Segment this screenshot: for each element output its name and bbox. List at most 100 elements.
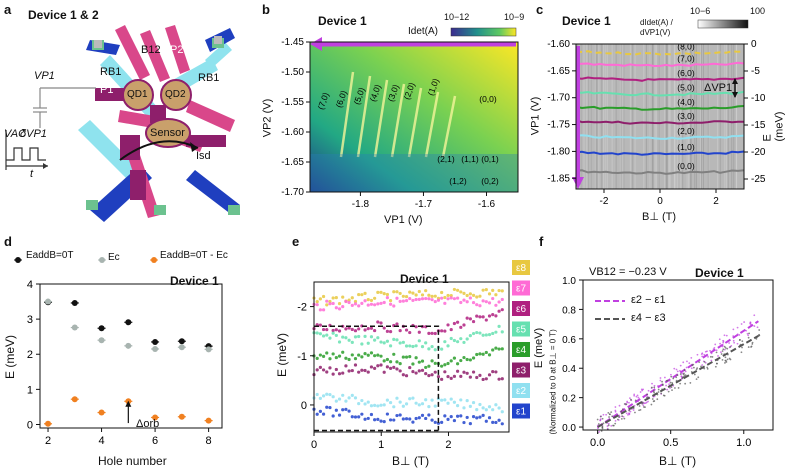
data-point [491,408,495,412]
y-tick-label: -1.55 [281,97,304,108]
data-point [497,406,501,410]
fit-line [597,335,759,428]
data-point [436,374,441,379]
panel-d-label: d [4,234,12,249]
data-point [382,341,386,345]
data-point [353,335,358,339]
data-point [334,408,338,412]
data-point [341,393,345,397]
data-point [373,403,377,407]
data-point [724,362,726,364]
panel-f-ylabel: E (meV) [533,327,546,369]
data-point [670,375,673,378]
data-point [630,398,632,401]
y-tick-label: 4 [27,279,33,291]
data-point [494,330,498,334]
data-point [729,358,732,361]
data-point [722,341,725,344]
data-point [683,369,686,371]
data-point [379,301,383,305]
data-point [446,323,450,327]
data-point [478,304,482,308]
data-point [321,354,326,358]
data-point [601,417,604,420]
y-tick-label: 0.6 [562,335,576,346]
data-point [331,414,335,418]
colorbar-b-title: Idet(A) [408,26,439,37]
data-point [408,330,412,335]
data-point [417,416,421,420]
data-point [608,416,610,418]
data-point [420,359,425,363]
data-point [475,375,479,380]
data-point [491,331,495,336]
data-point [452,356,457,360]
data-point [602,413,605,416]
data-point [385,292,389,297]
data-point [634,411,636,414]
data-point [481,299,485,303]
data-point [395,396,399,400]
data-point [350,393,354,397]
data-point [341,371,345,375]
data-point [738,334,741,336]
data-point [436,298,441,302]
data-point [404,298,409,303]
data-point [318,323,322,327]
t-label: t [30,168,34,180]
data-point [325,392,329,396]
data-point [318,297,322,301]
charge-state-label: (7,0) [677,53,695,63]
data-point [388,418,393,422]
data-point [639,391,642,393]
data-point [462,420,466,425]
data-point [465,399,469,403]
data-point [424,365,428,370]
charge-state-label: (0,0) [479,94,497,104]
data-point [331,301,335,306]
data-point [353,329,358,333]
data-point [395,322,399,326]
data-point [468,317,472,321]
data-point [321,308,326,312]
data-point [471,300,476,305]
data-point [376,320,380,324]
data-point [395,413,399,418]
data-point [385,296,389,300]
data-point [656,398,659,401]
data-point [363,291,367,295]
data-point [487,353,492,357]
charge-state-label: (1,0) [677,142,695,152]
data-point [366,326,370,331]
data-point [71,396,78,403]
gate-b12-label: B12 [141,44,161,56]
data-point [725,334,728,337]
data-point [337,354,342,358]
data-point [484,408,488,412]
qd1-dot [122,79,154,111]
x-tick-label: -1.7 [415,199,433,210]
data-point [491,313,495,317]
data-point [459,374,463,379]
data-point [628,401,630,404]
data-point [433,348,437,352]
data-point [614,422,617,425]
x-tick-label: -2 [600,196,609,207]
data-point [452,418,457,423]
data-point [401,373,405,377]
transition-line [575,76,745,82]
low-current-region [310,154,518,192]
gate-p2-label: P2 [170,44,184,56]
transition-line [575,90,745,97]
data-point [404,328,409,332]
data-point [424,416,428,421]
data-point [321,412,326,416]
y-tick-label: -1.60 [547,39,570,50]
data-point [679,382,682,385]
transition-line [424,91,440,158]
data-point [337,372,342,376]
data-point [720,353,723,355]
data-point [614,406,617,408]
vac-label: VAC [4,128,27,140]
y-tick-label: -1.75 [547,120,570,131]
